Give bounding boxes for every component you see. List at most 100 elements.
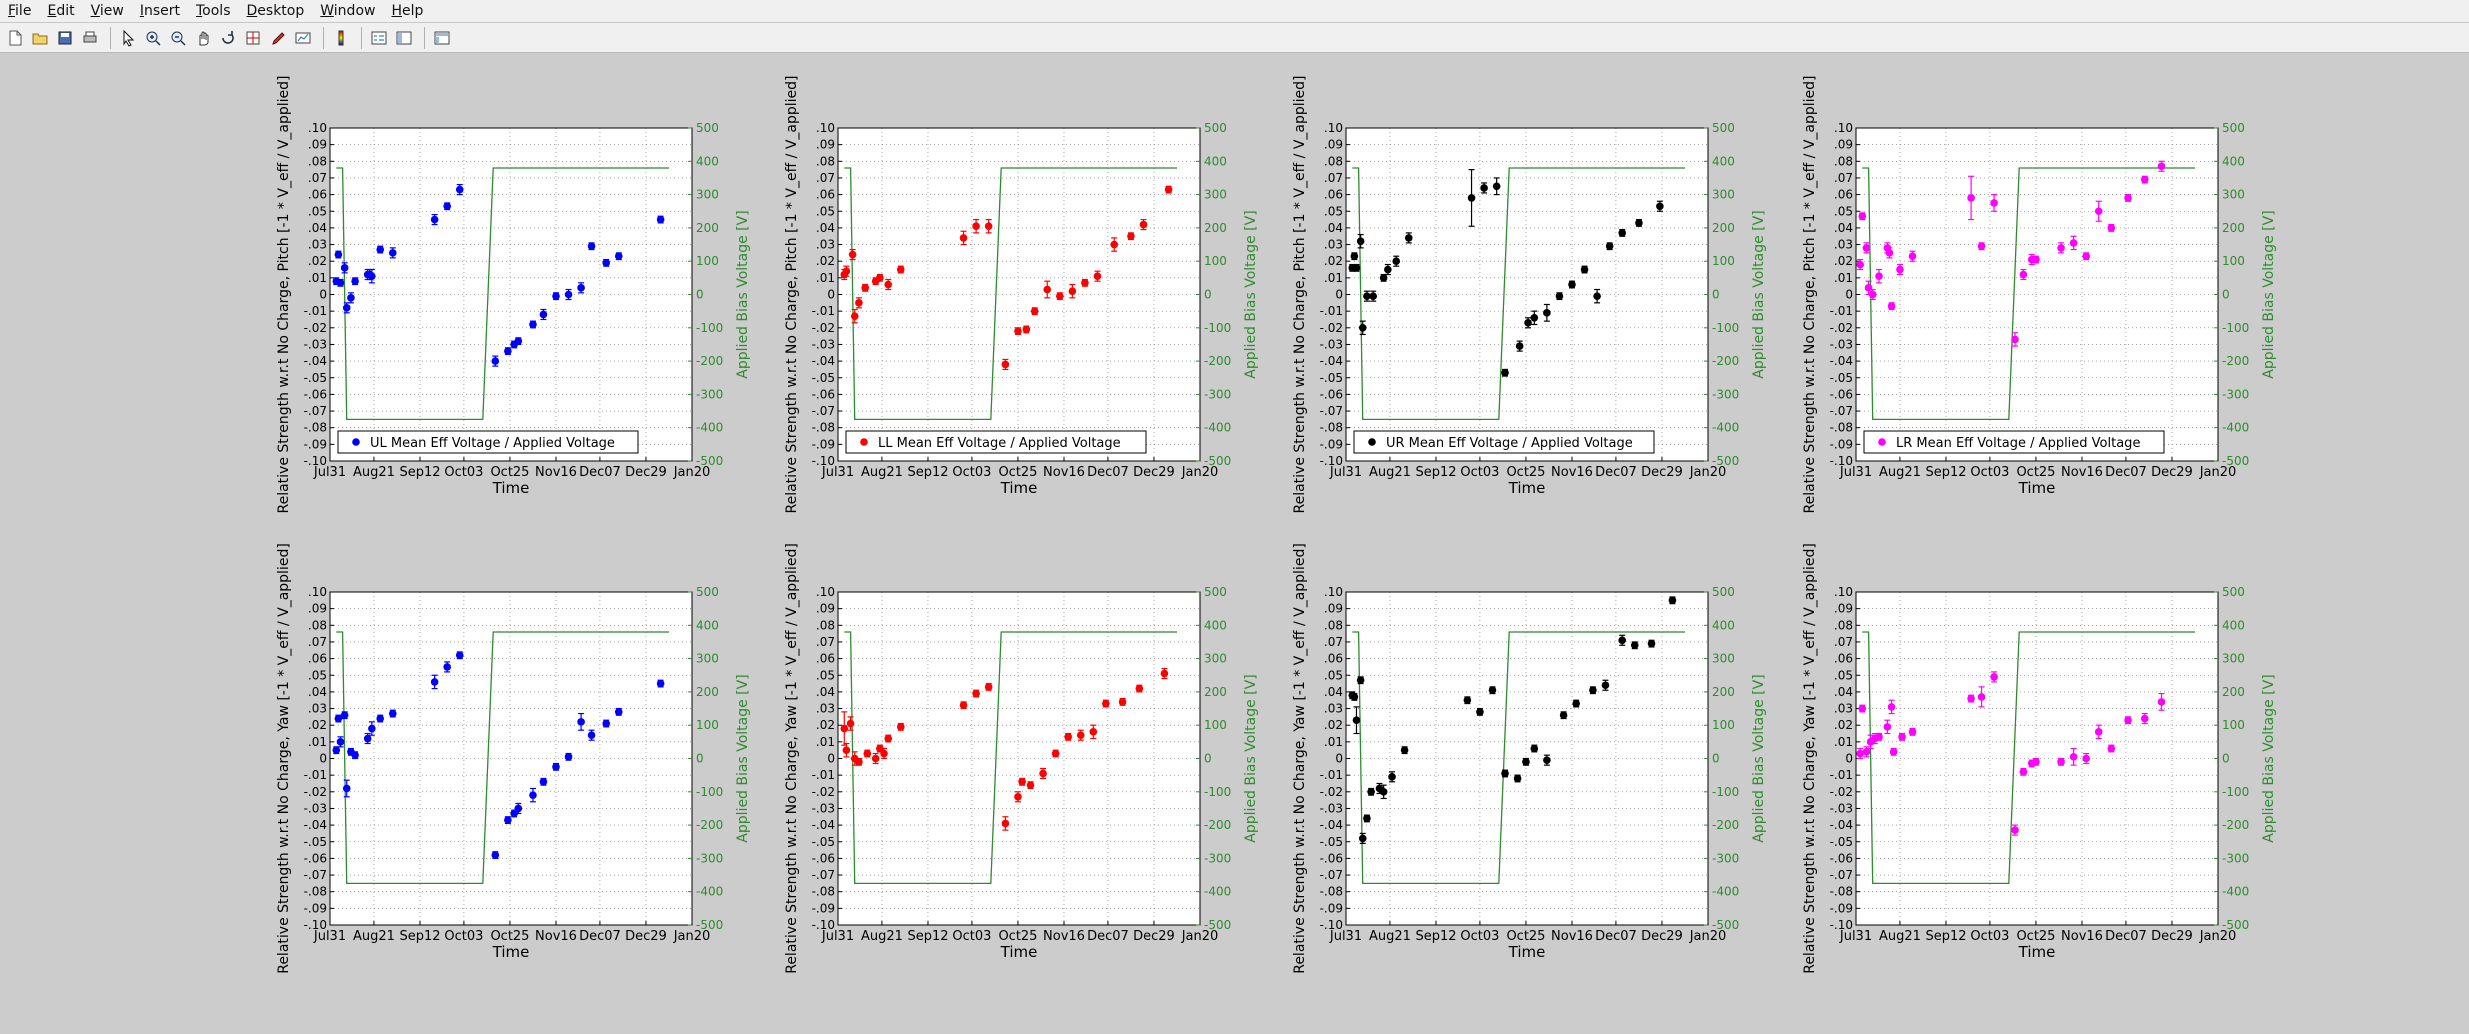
menu-view[interactable]: View [90,3,124,19]
data-point [984,683,993,691]
menu-window[interactable]: Window [320,3,376,19]
y-tick-label: .08 [1324,618,1343,632]
y-tick-label: -.04 [1320,354,1343,368]
y-tick-label: -.01 [1830,304,1853,318]
menu-edit[interactable]: Edit [47,3,75,19]
menu-desktop[interactable]: Desktop [246,3,305,19]
data-cursor-button[interactable] [242,27,264,49]
x-tick-label: Sep12 [1415,929,1456,944]
data-point [842,746,851,754]
data-point [1967,694,1975,703]
data-point [614,708,623,716]
data-point [1543,309,1551,317]
data-point [2094,728,2103,736]
data-point [1043,285,1052,294]
data-point [2032,758,2040,766]
x-tick-label: Oct03 [444,465,483,480]
pointer-button[interactable] [117,27,139,49]
data-point [332,746,341,754]
rotate-icon [222,30,234,44]
data-point [2124,716,2132,725]
pan-button[interactable] [192,27,214,49]
menu-insert[interactable]: Insert [139,3,180,19]
data-point [1513,774,1522,783]
legend-button[interactable] [368,27,390,49]
y-tick-label: .08 [308,618,327,632]
y-axis-label: Relative Strength w.r.t No Charge, Yaw [… [784,543,800,974]
open-file-button[interactable] [29,27,51,49]
data-point [2011,335,2019,344]
data-point [1522,758,1530,766]
y-tick-label: 0 [1845,288,1853,302]
menu-tools[interactable]: Tools [195,3,231,19]
bias-voltage-line [336,167,669,421]
toolbar-separator [110,26,111,49]
data-point [1580,265,1589,274]
y2-tick-label: -100 [2222,321,2249,335]
data-point [514,337,523,345]
y2-tick-label: 200 [2222,221,2245,235]
y2-tick-label: 300 [696,652,719,666]
y2-tick-label: 500 [2222,121,2245,135]
y2-tick-label: -100 [696,785,723,799]
y-tick-label: .09 [1324,602,1343,616]
y-tick-label: -.08 [304,421,327,435]
y-tick-label: .05 [1324,668,1343,682]
data-point [1164,185,1173,194]
colorbar-button[interactable] [330,27,352,49]
y-tick-label: .04 [816,685,835,699]
legend-marker [1878,438,1886,446]
new-file-icon [9,30,22,45]
data-point [336,279,345,287]
y-tick-label: -.04 [1830,354,1853,368]
bias-voltage-line [1862,631,2195,885]
y-tick-label: -.10 [1320,454,1343,468]
menu-file[interactable]: File [8,3,32,19]
x-tick-label: Jan20 [2199,929,2237,944]
y-tick-label: -.07 [812,868,835,882]
data-point [455,651,464,660]
data-point [1864,284,1873,292]
y-tick-label: 0 [827,752,835,766]
link-plot-button[interactable] [292,27,314,49]
x-tick-label: Dec29 [2151,465,2193,480]
data-point [1889,748,1898,756]
toolbar-separator [361,26,362,49]
y-tick-label: -.03 [1320,801,1343,815]
data-point [1363,292,1371,300]
hide-plot-tools-button[interactable] [393,27,415,49]
toolbar [0,23,2469,53]
y2-tick-label: 200 [696,221,719,235]
y2-tick-label: -300 [1204,851,1231,865]
print-button[interactable] [79,27,101,49]
new-file-button[interactable] [4,27,26,49]
y2-tick-label: 300 [2222,188,2245,202]
data-point [1618,636,1627,645]
data-point [1555,292,1564,300]
save-button[interactable] [54,27,76,49]
data-point [1064,733,1072,741]
y2-tick-label: -500 [696,918,723,932]
show-plot-tools-button[interactable] [431,27,453,49]
y-tick-label: .08 [816,618,835,632]
y-tick-label: .08 [1834,618,1853,632]
bias-voltage-line [1352,631,1685,885]
y2-tick-label: 100 [1204,718,1227,732]
zoom-out-button[interactable] [167,27,189,49]
y-tick-label: 0 [1335,288,1343,302]
y-tick-label: -.02 [812,785,835,799]
menu-help[interactable]: Help [391,3,424,19]
data-point [876,744,884,753]
data-point [577,718,585,726]
data-point [1856,749,1864,758]
y-tick-label: -.09 [304,901,327,915]
data-point [1605,242,1614,251]
zoom-in-button[interactable] [142,27,164,49]
rotate-button[interactable] [217,27,239,49]
x-tick-label: Jan20 [673,929,711,944]
brush-button[interactable] [267,27,289,49]
y2-axis-label: Applied Bias Voltage [V] [1751,210,1767,378]
legend-label: LL Mean Eff Voltage / Applied Voltage [878,436,1121,451]
data-point [1488,686,1497,695]
data-point [1352,716,1361,725]
